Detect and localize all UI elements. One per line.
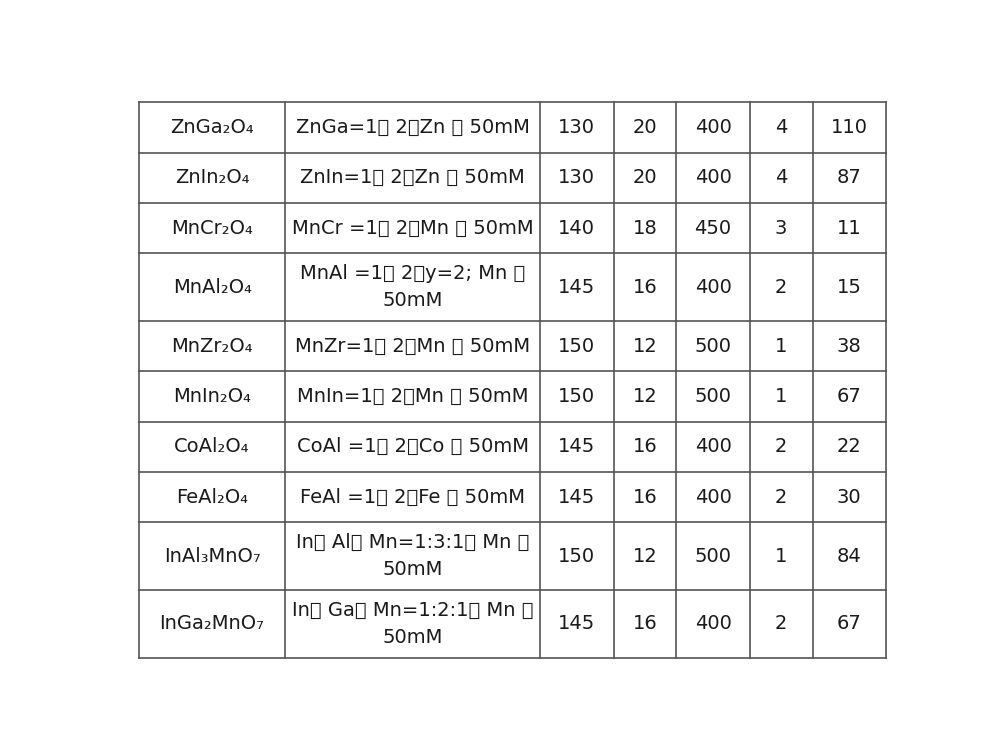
Text: 16: 16 [633, 615, 657, 633]
Text: 20: 20 [633, 168, 657, 187]
Text: 30: 30 [837, 488, 862, 506]
Text: 450: 450 [695, 219, 732, 238]
Text: 16: 16 [633, 488, 657, 506]
Text: MnZr₂O₄: MnZr₂O₄ [171, 337, 253, 356]
Text: 145: 145 [558, 278, 595, 297]
Text: 2: 2 [775, 437, 787, 456]
Text: 400: 400 [695, 488, 732, 506]
Text: 400: 400 [695, 118, 732, 137]
Text: 67: 67 [837, 387, 862, 406]
Text: 1: 1 [775, 387, 787, 406]
Text: 145: 145 [558, 615, 595, 633]
Text: 500: 500 [695, 337, 732, 356]
Text: 150: 150 [558, 337, 595, 356]
Text: FeAl₂O₄: FeAl₂O₄ [176, 488, 248, 506]
Text: 4: 4 [775, 168, 787, 187]
Text: 130: 130 [558, 118, 595, 137]
Text: 400: 400 [695, 615, 732, 633]
Text: 20: 20 [633, 118, 657, 137]
Text: 50mM: 50mM [382, 628, 443, 647]
Text: MnZr=1： 2、Mn 为 50mM: MnZr=1： 2、Mn 为 50mM [295, 337, 530, 356]
Text: CoAl₂O₄: CoAl₂O₄ [174, 437, 250, 456]
Text: 84: 84 [837, 547, 862, 565]
Text: In： Ga： Mn=1:2:1； Mn 为: In： Ga： Mn=1:2:1； Mn 为 [292, 601, 533, 620]
Text: 87: 87 [837, 168, 862, 187]
Text: 150: 150 [558, 387, 595, 406]
Text: 400: 400 [695, 168, 732, 187]
Text: MnAl₂O₄: MnAl₂O₄ [173, 278, 252, 297]
Text: 1: 1 [775, 547, 787, 565]
Text: 16: 16 [633, 437, 657, 456]
Text: 4: 4 [775, 118, 787, 137]
Text: 145: 145 [558, 437, 595, 456]
Text: 16: 16 [633, 278, 657, 297]
Text: 500: 500 [695, 547, 732, 565]
Text: InGa₂MnO₇: InGa₂MnO₇ [160, 615, 265, 633]
Text: InAl₃MnO₇: InAl₃MnO₇ [164, 547, 260, 565]
Text: MnAl =1： 2、y=2; Mn 为: MnAl =1： 2、y=2; Mn 为 [300, 264, 525, 283]
Text: 12: 12 [633, 547, 657, 565]
Text: 38: 38 [837, 337, 862, 356]
Text: 110: 110 [831, 118, 868, 137]
Text: 12: 12 [633, 337, 657, 356]
Text: 18: 18 [633, 219, 657, 238]
Text: 2: 2 [775, 488, 787, 506]
Text: 50mM: 50mM [382, 560, 443, 579]
Text: ZnIn=1： 2、Zn 为 50mM: ZnIn=1： 2、Zn 为 50mM [300, 168, 525, 187]
Text: In： Al： Mn=1:3:1； Mn 为: In： Al： Mn=1:3:1； Mn 为 [296, 533, 529, 552]
Text: MnCr =1： 2、Mn 为 50mM: MnCr =1： 2、Mn 为 50mM [292, 219, 533, 238]
Text: 11: 11 [837, 219, 862, 238]
Text: 50mM: 50mM [382, 291, 443, 310]
Text: 2: 2 [775, 278, 787, 297]
Text: ZnGa=1： 2、Zn 为 50mM: ZnGa=1： 2、Zn 为 50mM [296, 118, 530, 137]
Text: FeAl =1： 2、Fe 为 50mM: FeAl =1： 2、Fe 为 50mM [300, 488, 525, 506]
Text: ZnIn₂O₄: ZnIn₂O₄ [175, 168, 249, 187]
Text: 145: 145 [558, 488, 595, 506]
Text: 150: 150 [558, 547, 595, 565]
Text: CoAl =1： 2、Co 为 50mM: CoAl =1： 2、Co 为 50mM [297, 437, 529, 456]
Text: 400: 400 [695, 278, 732, 297]
Text: 15: 15 [837, 278, 862, 297]
Text: MnIn=1： 2、Mn 为 50mM: MnIn=1： 2、Mn 为 50mM [297, 387, 528, 406]
Text: 1: 1 [775, 337, 787, 356]
Text: 22: 22 [837, 437, 862, 456]
Text: 12: 12 [633, 387, 657, 406]
Text: 3: 3 [775, 219, 787, 238]
Text: 140: 140 [558, 219, 595, 238]
Text: 2: 2 [775, 615, 787, 633]
Text: MnCr₂O₄: MnCr₂O₄ [171, 219, 253, 238]
Text: 500: 500 [695, 387, 732, 406]
Text: 130: 130 [558, 168, 595, 187]
Text: 67: 67 [837, 615, 862, 633]
Text: MnIn₂O₄: MnIn₂O₄ [173, 387, 251, 406]
Text: 400: 400 [695, 437, 732, 456]
Text: ZnGa₂O₄: ZnGa₂O₄ [170, 118, 254, 137]
